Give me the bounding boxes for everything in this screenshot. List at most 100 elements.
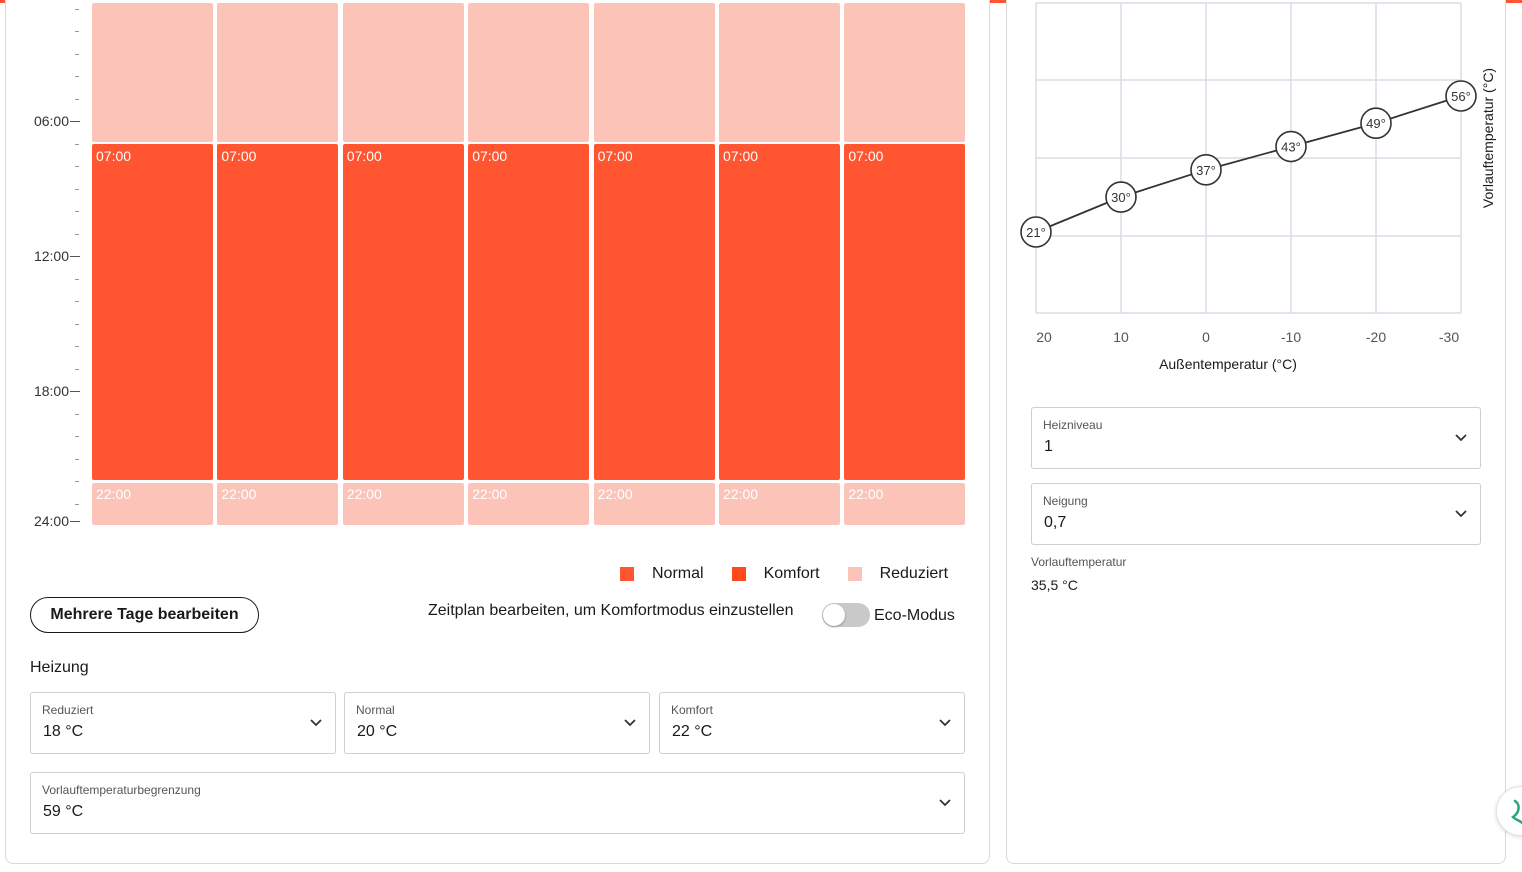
eco-mode-toggle[interactable]: [822, 603, 870, 627]
period-end-time: 22:00: [597, 486, 633, 502]
time-axis-label: 18:00: [33, 383, 69, 399]
legend-reduziert-label: Reduziert: [879, 565, 949, 582]
neigung-select-value: 0,7: [1044, 514, 1067, 531]
time-axis-label: 06:00: [33, 113, 69, 129]
reduced-period-block[interactable]: 22:00: [217, 483, 339, 525]
heating-curve-line: [1035, 95, 1462, 233]
normal-period-block[interactable]: 07:00: [593, 143, 715, 480]
legend-normal: Normal: [620, 565, 704, 583]
x-tick-label: 0: [1202, 329, 1210, 345]
x-tick-label: 10: [1113, 329, 1129, 345]
period-start-time: 07:00: [96, 147, 132, 164]
legend-komfort-label: Komfort: [763, 565, 820, 582]
time-axis-minor-tick: [75, 481, 79, 482]
komfort-hint-text: Zeitplan bearbeiten, um Komfortmodus ein…: [428, 602, 794, 619]
normal-period-block[interactable]: 07:00: [719, 143, 840, 480]
assistant-leaf-icon: [1511, 799, 1522, 825]
curve-point-label: 37°: [1196, 163, 1216, 178]
period-start-time: 07:00: [346, 147, 382, 164]
reduced-period-block[interactable]: 22:00: [844, 483, 966, 525]
curve-point: [1360, 107, 1392, 139]
time-axis-minor-tick: [75, 346, 79, 347]
time-axis-minor-tick: [75, 31, 79, 32]
normal-temperature-select[interactable]: Normal 20 °C: [344, 692, 650, 754]
reduced-period-block[interactable]: [342, 3, 464, 142]
time-axis-minor-tick: [75, 458, 79, 460]
reduced-period-block[interactable]: 22:00: [593, 483, 715, 525]
normal-period-block[interactable]: 07:00: [844, 143, 966, 480]
time-axis-minor-tick: [75, 53, 79, 55]
time-axis-minor-tick: [75, 166, 79, 167]
period-start-time: 07:00: [597, 147, 633, 164]
reduziert-select-label: Reduziert: [42, 703, 94, 717]
heizniveau-select-label: Heizniveau: [1043, 418, 1103, 432]
heating-section-title: Heizung: [30, 659, 89, 676]
reduced-period-block[interactable]: 22:00: [92, 483, 213, 525]
reduced-period-block[interactable]: 22:00: [342, 483, 464, 525]
reduziert-temperature-select[interactable]: Reduziert 18 °C: [30, 692, 336, 754]
reduced-period-block[interactable]: [844, 3, 966, 142]
legend-komfort: Komfort: [731, 565, 820, 583]
limit-select-value: 59 °C: [43, 803, 84, 820]
period-start-time: 07:00: [472, 147, 508, 164]
curve-point: [1105, 181, 1137, 213]
period-start-time: 07:00: [221, 147, 257, 164]
flow-temperature-value: 35,5 °C: [1031, 577, 1078, 593]
curve-point-label: 30°: [1111, 190, 1131, 205]
time-axis-minor-tick: [75, 368, 79, 370]
time-axis-minor-tick: [75, 413, 79, 415]
curve-point-label: 21°: [1026, 225, 1046, 240]
legend-normal-swatch: [620, 567, 634, 581]
reduced-period-block[interactable]: [92, 3, 213, 142]
reduced-period-block[interactable]: 22:00: [468, 483, 590, 525]
neigung-select-label: Neigung: [1043, 494, 1088, 508]
time-axis-label: 12:00: [33, 248, 69, 264]
period-start-time: 07:00: [848, 147, 884, 164]
normal-select-label: Normal: [356, 703, 395, 717]
time-axis-major-tick: [70, 521, 80, 522]
time-axis-minor-tick: [75, 278, 79, 280]
reduced-period-block[interactable]: [719, 3, 840, 142]
time-axis-minor-tick: [75, 301, 79, 302]
reduced-period-block[interactable]: [468, 3, 590, 142]
normal-period-block[interactable]: 07:00: [342, 143, 464, 480]
time-axis-minor-tick: [75, 323, 79, 325]
chevron-down-icon: [1455, 434, 1467, 442]
edit-multiple-days-button[interactable]: Mehrere Tage bearbeiten: [30, 597, 259, 633]
assistant-fab-button[interactable]: [1496, 786, 1522, 836]
time-axis-minor-tick: [75, 143, 79, 145]
time-axis-minor-tick: [75, 8, 79, 10]
normal-period-block[interactable]: 07:00: [468, 143, 590, 480]
x-axis-label: Außentemperatur (°C): [1159, 356, 1297, 372]
heizniveau-select[interactable]: Heizniveau 1: [1031, 407, 1481, 469]
legend-komfort-swatch: [731, 567, 746, 581]
period-start-time: 07:00: [723, 147, 759, 164]
time-axis-minor-tick: [75, 98, 79, 100]
normal-period-block[interactable]: 07:00: [217, 143, 339, 480]
reduced-period-block[interactable]: [217, 3, 339, 142]
time-axis-minor-tick: [75, 211, 79, 212]
time-axis-minor-tick: [75, 436, 79, 437]
time-axis-major-tick: [70, 256, 80, 257]
x-tick-label: -30: [1439, 329, 1459, 345]
time-axis-minor-tick: [75, 188, 79, 190]
komfort-select-label: Komfort: [671, 703, 714, 717]
reduced-period-block[interactable]: [593, 3, 715, 142]
reduced-period-block[interactable]: 22:00: [719, 483, 840, 525]
curve-point-label: 49°: [1366, 116, 1386, 131]
curve-point: [1190, 154, 1222, 186]
heizniveau-select-value: 1: [1044, 438, 1053, 455]
x-tick-label: -10: [1281, 329, 1301, 345]
eco-mode-label: Eco-Modus: [874, 607, 955, 624]
time-axis-minor-tick: [75, 503, 79, 505]
komfort-temperature-select[interactable]: Komfort 22 °C: [659, 692, 965, 754]
legend-reduziert-swatch: [847, 567, 862, 581]
time-axis-major-tick: [70, 391, 80, 392]
normal-period-block[interactable]: 07:00: [92, 143, 213, 480]
curve-point: [1275, 130, 1307, 163]
curve-point: [1445, 80, 1477, 112]
chevron-down-icon: [939, 799, 951, 807]
flow-temperature-limit-select[interactable]: Vorlauftemperaturbegrenzung 59 °C: [30, 772, 965, 834]
komfort-select-value: 22 °C: [672, 723, 713, 740]
neigung-select[interactable]: Neigung 0,7: [1031, 483, 1481, 545]
